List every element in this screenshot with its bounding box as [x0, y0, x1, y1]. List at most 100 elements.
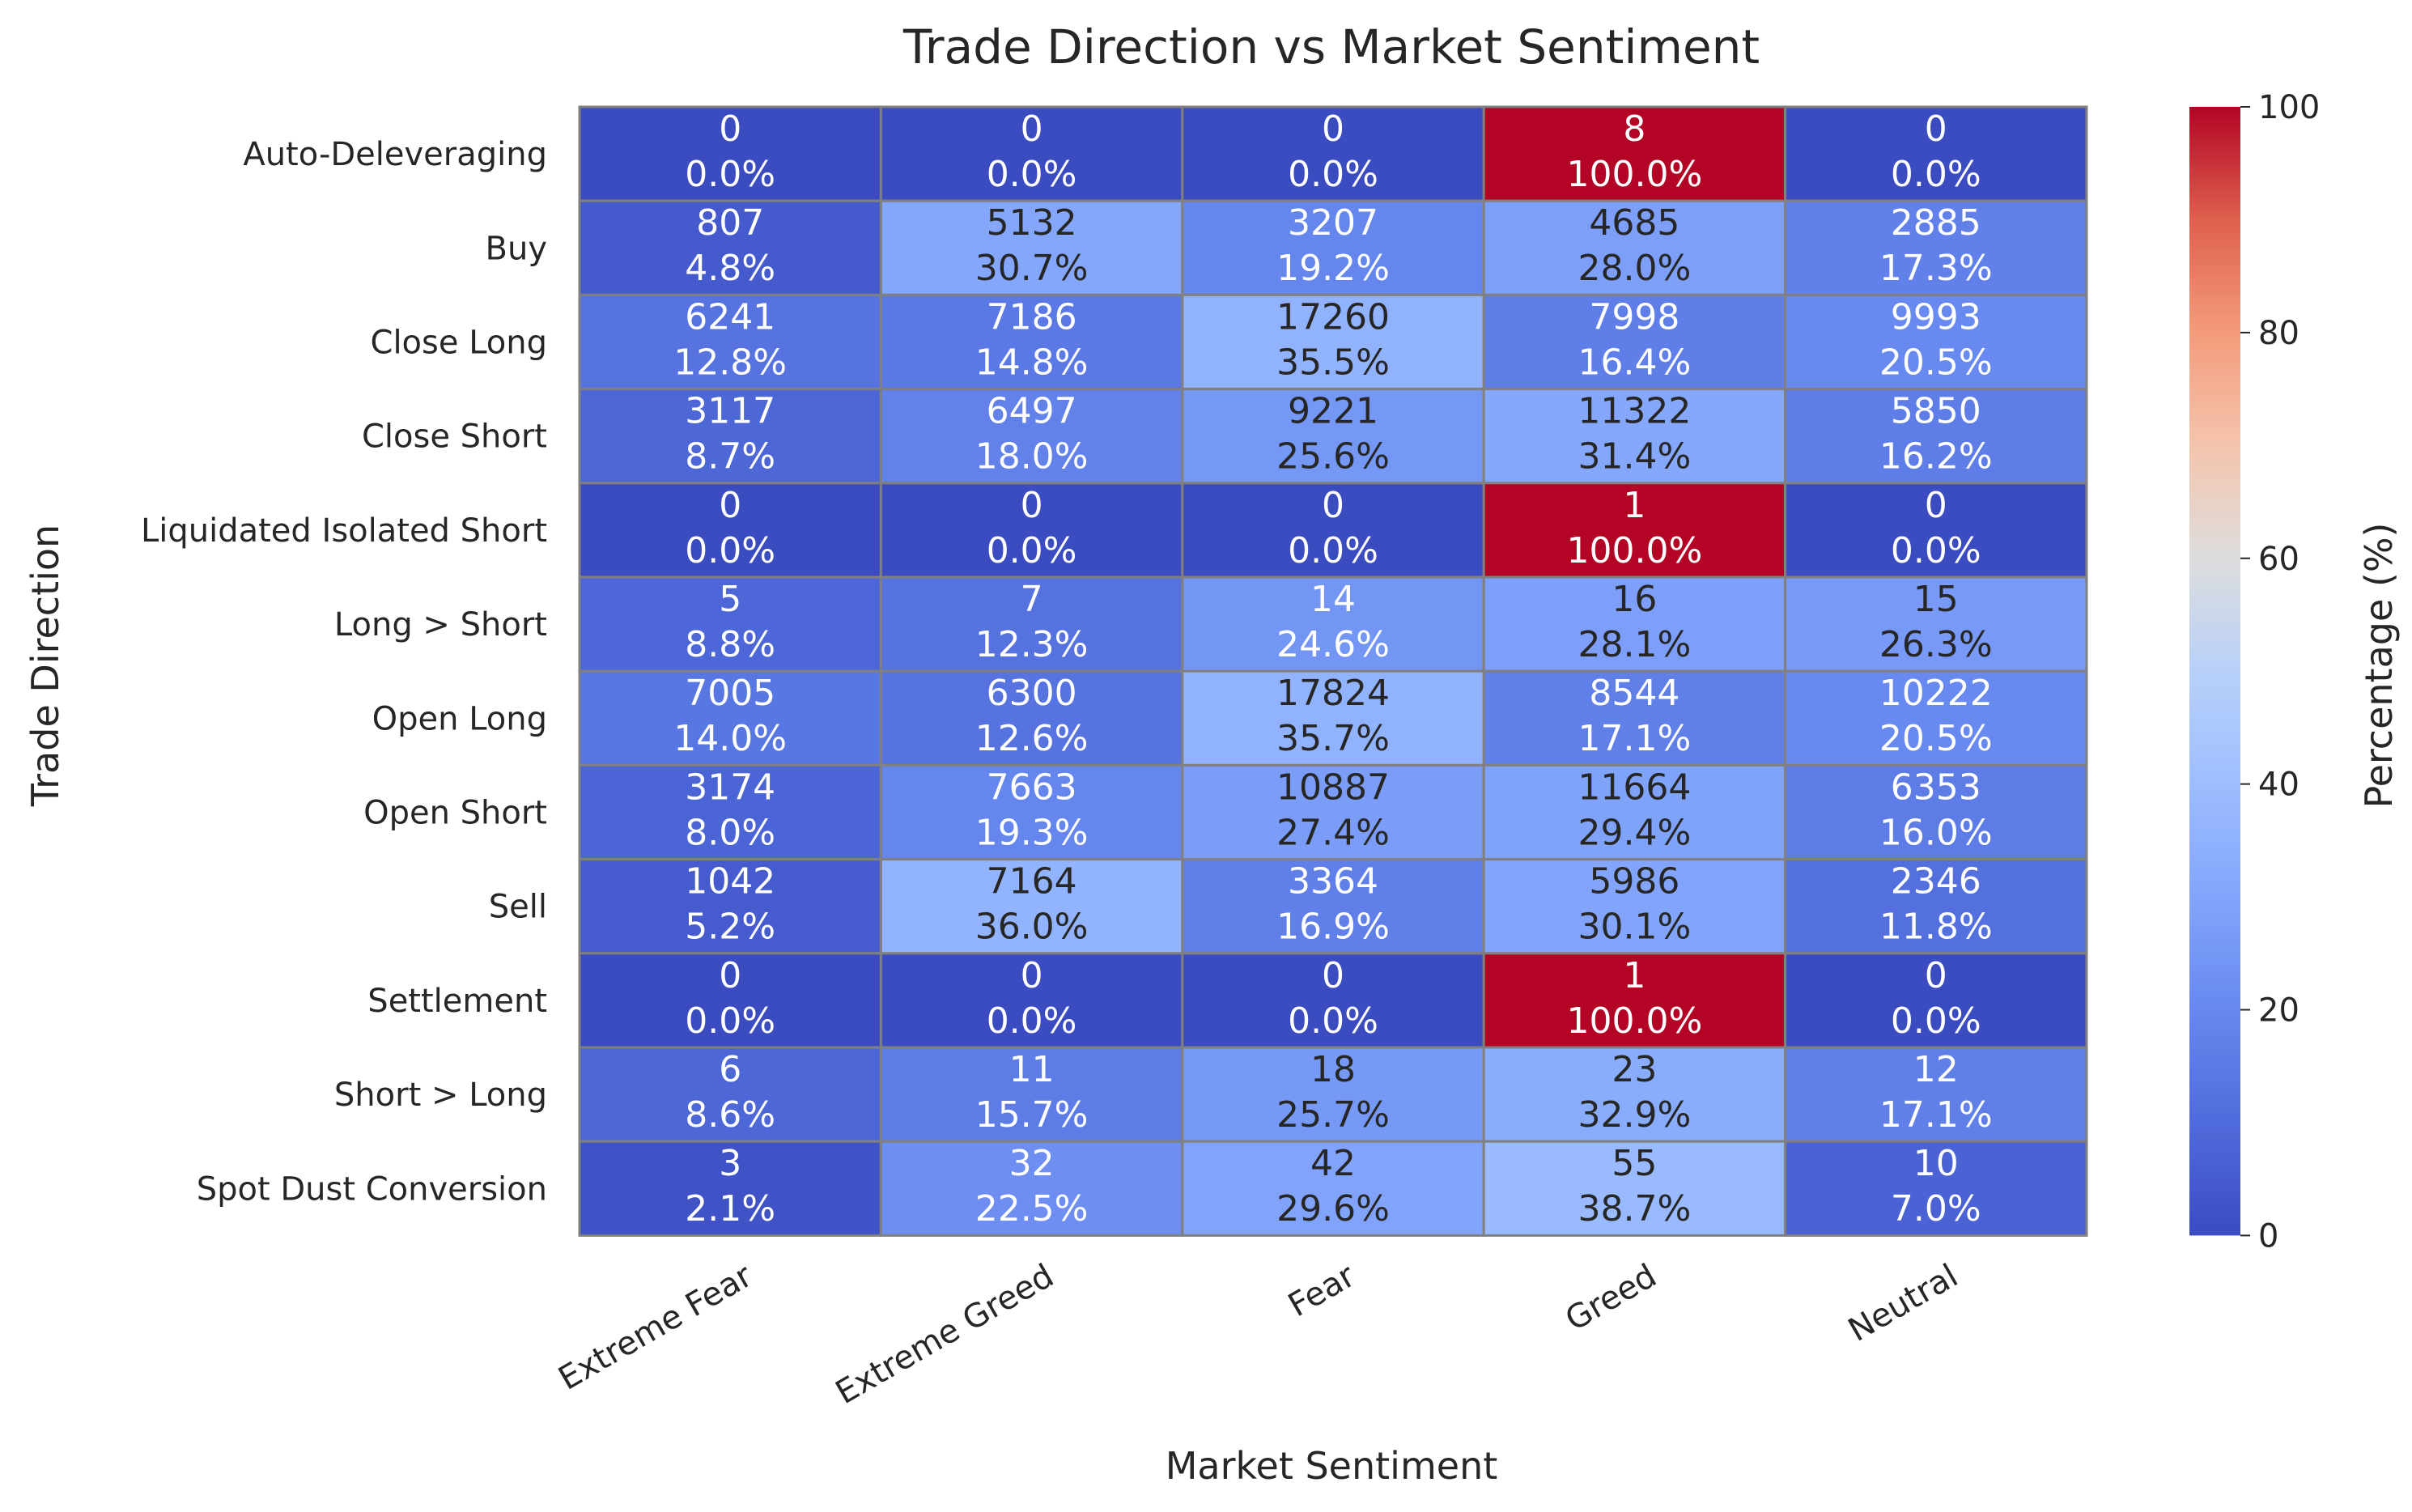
cell-percentage-label: 25.7%	[1276, 1094, 1390, 1136]
cell-count-label: 18	[1310, 1049, 1356, 1090]
cell-count-label: 0	[1322, 108, 1344, 150]
heatmap-cell	[1482, 575, 1787, 673]
y-tick-label: Auto-Deleveraging	[243, 136, 547, 173]
cell-percentage-label: 8.8%	[685, 624, 775, 665]
cell-percentage-label: 27.4%	[1276, 812, 1390, 853]
cell-count-label: 7005	[685, 673, 775, 714]
colorbar-tick-label: 60	[2258, 541, 2299, 578]
cell-percentage-label: 16.4%	[1578, 342, 1692, 383]
colorbar: 0 20 40 60 80 100	[2189, 89, 2320, 1255]
cell-count-label: 3207	[1288, 202, 1378, 244]
cell-percentage-label: 0.0%	[987, 530, 1077, 571]
heatmap-cell	[1482, 1046, 1787, 1143]
cell-percentage-label: 0.0%	[987, 1000, 1077, 1042]
cell-count-label: 5986	[1589, 861, 1679, 903]
cell-count-label: 0	[1322, 955, 1344, 996]
heatmap-cell	[1482, 763, 1787, 861]
cell-percentage-label: 26.3%	[1879, 624, 1993, 665]
cell-count-label: 6241	[685, 296, 775, 338]
cell-count-label: 6353	[1891, 767, 1981, 808]
cell-count-label: 17824	[1276, 673, 1390, 714]
cell-count-label: 7164	[987, 861, 1077, 903]
cell-percentage-label: 28.1%	[1578, 624, 1692, 665]
cell-count-label: 7663	[987, 767, 1077, 808]
colorbar-label: Percentage (%)	[2357, 523, 2401, 809]
cell-percentage-label: 35.7%	[1276, 718, 1390, 759]
cell-count-label: 15	[1913, 579, 1959, 620]
cell-percentage-label: 7.0%	[1891, 1188, 1981, 1230]
cell-percentage-label: 30.7%	[975, 248, 1089, 289]
cell-percentage-label: 14.0%	[673, 718, 787, 759]
cell-count-label: 0	[1925, 485, 1947, 526]
cell-percentage-label: 17.1%	[1578, 718, 1692, 759]
cell-percentage-label: 35.5%	[1276, 342, 1390, 383]
colorbar-tick-label: 20	[2258, 992, 2299, 1030]
heatmap-cells: 00.0%00.0%00.0%8100.0%00.0%8074.8%513230…	[578, 105, 2088, 1237]
cell-percentage-label: 8.6%	[685, 1094, 775, 1136]
heatmap-cell	[879, 952, 1184, 1049]
cell-percentage-label: 30.1%	[1578, 907, 1692, 948]
x-tick-label: Neutral	[1842, 1257, 1964, 1349]
cell-percentage-label: 8.0%	[685, 812, 775, 853]
cell-percentage-label: 4.8%	[685, 248, 775, 289]
cell-percentage-label: 0.0%	[1891, 1000, 1981, 1042]
heatmap-cell	[578, 388, 882, 485]
heatmap-cell	[1181, 1140, 1485, 1237]
cell-percentage-label: 38.7%	[1578, 1188, 1692, 1230]
heatmap-cell	[1784, 952, 2088, 1049]
cell-count-label: 0	[719, 108, 741, 150]
heatmap-cell	[578, 952, 882, 1049]
x-tick-label: Greed	[1559, 1257, 1662, 1338]
cell-percentage-label: 24.6%	[1276, 624, 1390, 665]
cell-percentage-label: 100.0%	[1567, 1000, 1703, 1042]
cell-count-label: 10887	[1276, 767, 1390, 808]
cell-count-label: 6300	[987, 673, 1077, 714]
cell-count-label: 3	[719, 1143, 741, 1184]
cell-percentage-label: 20.5%	[1879, 342, 1993, 383]
cell-percentage-label: 28.0%	[1578, 248, 1692, 289]
colorbar-gradient	[2189, 107, 2240, 1236]
cell-count-label: 14	[1310, 579, 1356, 620]
cell-count-label: 0	[1925, 108, 1947, 150]
cell-count-label: 3364	[1288, 861, 1378, 903]
heatmap-cell	[1784, 575, 2088, 673]
cell-count-label: 9221	[1288, 391, 1378, 432]
heatmap-cell	[879, 763, 1184, 861]
cell-count-label: 1042	[685, 861, 775, 903]
cell-percentage-label: 0.0%	[1288, 530, 1378, 571]
y-tick-label: Sell	[489, 889, 547, 926]
heatmap-cell	[1181, 482, 1485, 579]
heatmap-cell	[1181, 952, 1485, 1049]
colorbar-tick-label: 100	[2258, 89, 2320, 126]
cell-percentage-label: 29.4%	[1578, 812, 1692, 853]
heatmap-cell	[578, 669, 882, 767]
colorbar-tick-label: 80	[2258, 315, 2299, 352]
cell-percentage-label: 0.0%	[1891, 154, 1981, 195]
cell-count-label: 5	[719, 579, 741, 620]
cell-count-label: 8	[1623, 108, 1646, 150]
y-tick-label: Buy	[486, 230, 547, 267]
cell-count-label: 16	[1612, 579, 1657, 620]
cell-percentage-label: 0.0%	[1288, 154, 1378, 195]
heatmap-cell	[578, 199, 882, 296]
cell-count-label: 11664	[1578, 767, 1691, 808]
cell-percentage-label: 29.6%	[1276, 1188, 1390, 1230]
cell-count-label: 2885	[1891, 202, 1981, 244]
heatmap-cell	[578, 105, 882, 202]
heatmap-cell	[879, 293, 1184, 391]
cell-count-label: 42	[1310, 1143, 1356, 1184]
y-axis-label: Trade Direction	[23, 525, 67, 807]
y-tick-label: Open Short	[363, 795, 547, 832]
cell-count-label: 23	[1612, 1049, 1657, 1090]
cell-percentage-label: 20.5%	[1879, 718, 1993, 759]
heatmap-cell	[879, 1140, 1184, 1237]
cell-count-label: 7998	[1589, 296, 1679, 338]
y-tick-label: Open Long	[372, 700, 547, 737]
cell-percentage-label: 16.0%	[1879, 812, 1993, 853]
cell-count-label: 11322	[1578, 391, 1691, 432]
cell-percentage-label: 19.2%	[1276, 248, 1390, 289]
x-tick-label: Extreme Fear	[553, 1257, 759, 1398]
heatmap-cell	[1181, 199, 1485, 296]
cell-count-label: 0	[1322, 485, 1344, 526]
